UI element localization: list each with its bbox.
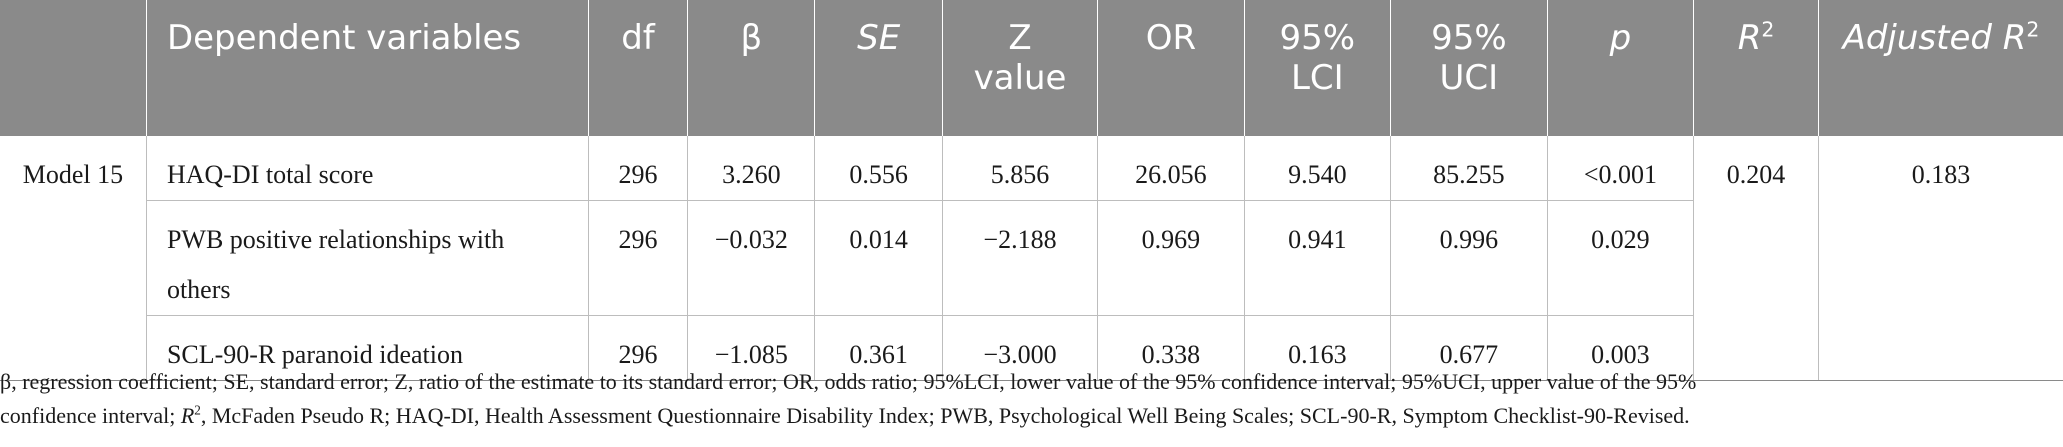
row-lci: 0.163 [1243, 315, 1391, 381]
row-df: 296 [587, 136, 688, 201]
row-se: 0.361 [814, 315, 943, 381]
row-se: 0.556 [814, 136, 943, 201]
header-lci-line2: LCI [1290, 58, 1344, 98]
row-dep-line1: PWB positive relationships with [166, 225, 505, 254]
row-lci: 9.540 [1243, 136, 1391, 201]
row-dependent-variable: PWB positive relationships with others [145, 200, 589, 316]
header-r2-sup: 2 [1761, 17, 1775, 42]
row-p: 0.029 [1546, 200, 1694, 316]
table-footnote: β, regression coefficient; SE, standard … [0, 365, 2063, 433]
header-se: SE [814, 0, 943, 136]
row-dep-line2: others [166, 275, 231, 304]
header-z-line1: Z [1008, 18, 1032, 58]
row-uci: 0.996 [1390, 200, 1548, 316]
row-uci: 85.255 [1390, 136, 1548, 201]
header-adjusted-r2: Adjusted R2 [1817, 0, 2063, 136]
row-df: 296 [587, 315, 688, 381]
row-se: 0.014 [814, 200, 943, 316]
header-r2-base: R [1737, 18, 1762, 58]
row-df: 296 [587, 200, 688, 316]
table-row: Model 15 HAQ-DI total score 296 3.260 0.… [0, 136, 2063, 381]
header-p: p [1546, 0, 1694, 136]
header-r2: R2 [1693, 0, 1819, 136]
header-empty [0, 0, 147, 136]
header-uci-line1: 95% [1431, 18, 1507, 58]
row-or: 0.969 [1097, 200, 1245, 316]
header-lci: 95% LCI [1243, 0, 1391, 136]
row-p: 0.003 [1546, 315, 1694, 381]
header-se-label: SE [857, 18, 901, 58]
row-beta: 3.260 [687, 136, 815, 201]
row-or: 0.338 [1097, 315, 1245, 381]
table-row: PWB positive relationships with others 29… [0, 200, 2063, 316]
row-or: 26.056 [1097, 136, 1245, 201]
row-beta: −0.032 [687, 200, 815, 316]
row-lci: 0.941 [1243, 200, 1391, 316]
model-label: Model 15 [0, 136, 147, 381]
footnote-line1: β, regression coefficient; SE, standard … [0, 369, 1697, 394]
header-p-label: p [1609, 18, 1632, 58]
footnote-line2-start: confidence interval; [0, 403, 181, 428]
header-adj-prefix: Adjusted R [1842, 18, 2027, 58]
row-p: <0.001 [1546, 136, 1694, 201]
row-beta: −1.085 [687, 315, 815, 381]
row-dependent-variable: SCL-90-R paranoid ideation [145, 315, 589, 381]
header-z-line2: value [973, 58, 1067, 98]
header-uci-line2: UCI [1439, 58, 1499, 98]
header-uci: 95% UCI [1390, 0, 1548, 136]
header-lci-line1: 95% [1279, 18, 1356, 58]
header-df: df [587, 0, 688, 136]
footnote-r-sup: 2 [194, 402, 201, 418]
header-adj-sup: 2 [2026, 17, 2040, 42]
row-dependent-variable: HAQ-DI total score [145, 136, 589, 201]
header-dependent-variables: Dependent variables [145, 0, 589, 136]
header-or: OR [1097, 0, 1245, 136]
model-adjusted-r2: 0.183 [1817, 136, 2063, 381]
row-z: 5.856 [941, 136, 1098, 201]
row-z: −2.188 [941, 200, 1098, 316]
table-row: SCL-90-R paranoid ideation 296 −1.085 0.… [0, 315, 2063, 381]
row-uci: 0.677 [1390, 315, 1548, 381]
header-beta: β [687, 0, 815, 136]
row-z: −3.000 [941, 315, 1098, 381]
model-r2: 0.204 [1693, 136, 1819, 381]
footnote-line2-end: , McFaden Pseudo R; HAQ-DI, Health Asses… [200, 403, 1690, 428]
footnote-r: R [180, 403, 195, 428]
